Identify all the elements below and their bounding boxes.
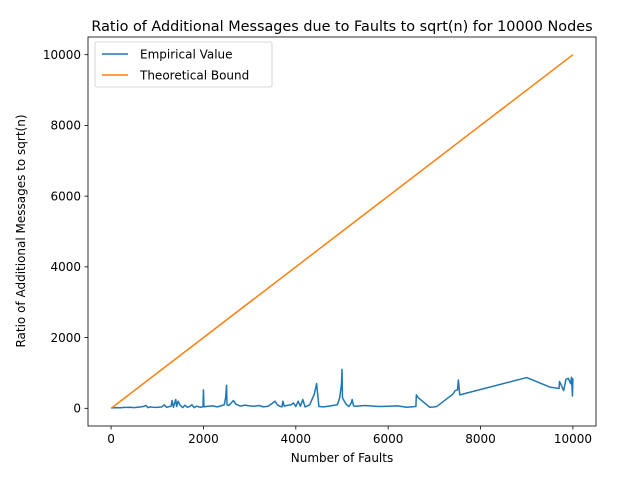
- legend-label-1: Theoretical Bound: [139, 68, 249, 82]
- y-tick-label: 6000: [50, 189, 81, 203]
- y-tick-label: 0: [73, 402, 81, 416]
- plot-area: [87, 36, 597, 427]
- legend-label-0: Empirical Value: [140, 47, 233, 61]
- y-tick-label: 8000: [50, 119, 81, 133]
- y-axis: 0 2000 4000 6000 8000 10000: [43, 48, 88, 416]
- y-tick-label: 2000: [50, 331, 81, 345]
- chart-title: Ratio of Additional Messages due to Faul…: [91, 19, 592, 35]
- y-tick-label: 10000: [43, 48, 81, 62]
- x-tick-label: 2000: [188, 432, 219, 446]
- x-axis-label: Number of Faults: [291, 451, 393, 465]
- x-tick-label: 10000: [554, 432, 592, 446]
- plot-frame: [87, 36, 597, 427]
- series-line-0: [111, 368, 574, 409]
- x-tick-label: 4000: [281, 432, 312, 446]
- legend-box: [94, 41, 273, 88]
- x-tick-label: 8000: [465, 432, 496, 446]
- y-tick-label: 4000: [50, 260, 81, 274]
- x-axis: 0 2000 4000 6000 8000 10000: [107, 426, 592, 446]
- x-tick-label: 6000: [373, 432, 404, 446]
- series-line-1: [110, 54, 574, 409]
- legend: Empirical Value Theoretical Bound: [94, 41, 273, 88]
- x-tick-label: 0: [107, 432, 115, 446]
- y-axis-label: Ratio of Additional Messages to sqrt(n): [14, 114, 28, 347]
